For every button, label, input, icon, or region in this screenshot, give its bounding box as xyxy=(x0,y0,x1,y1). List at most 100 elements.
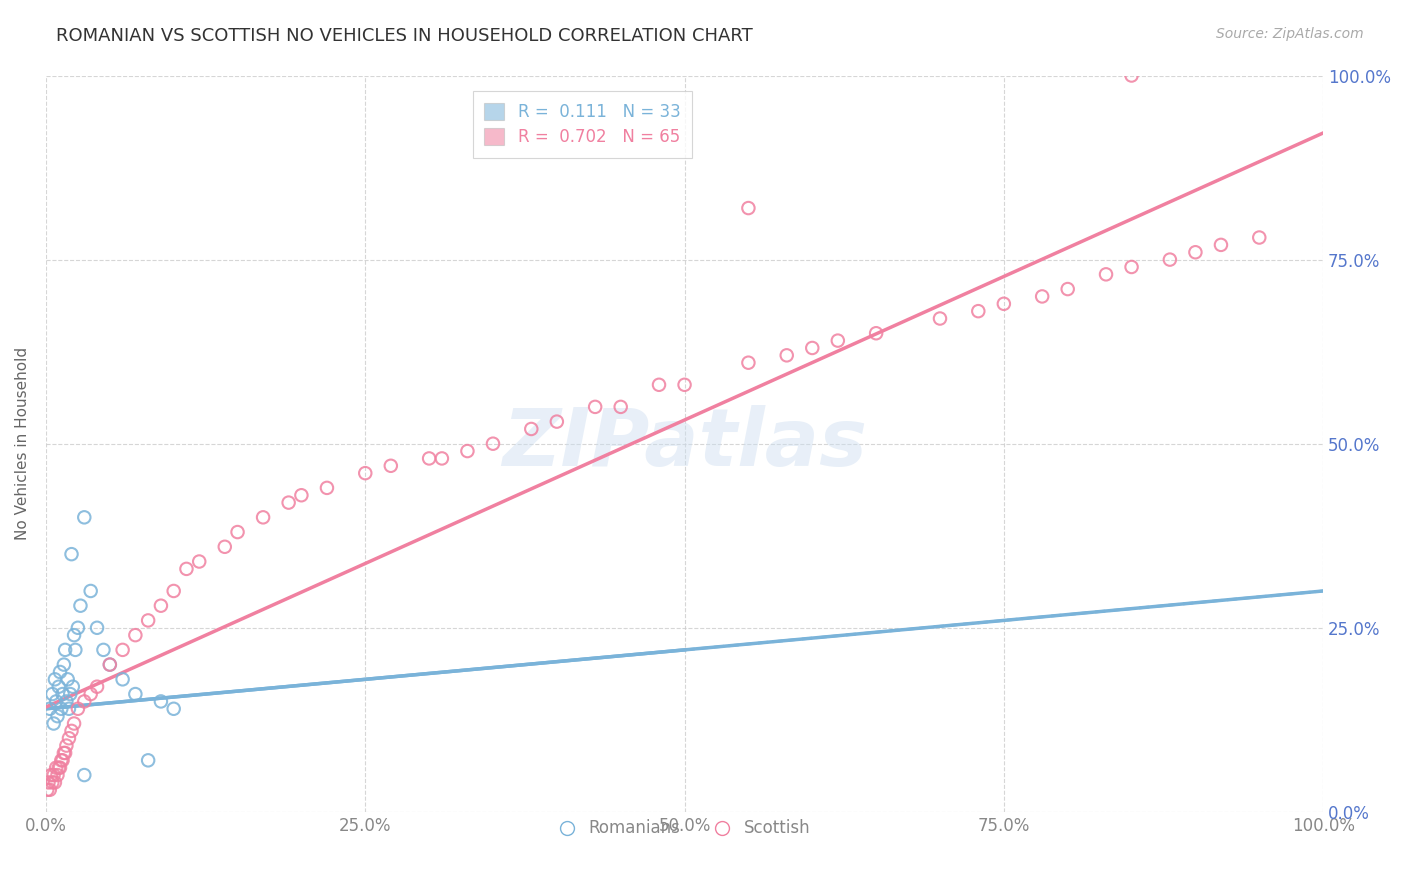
Point xyxy=(52,753,75,767)
Point xyxy=(60,547,83,561)
Text: ZIPatlas: ZIPatlas xyxy=(502,405,868,483)
Point xyxy=(967,304,990,318)
Point xyxy=(48,761,70,775)
Point xyxy=(41,775,63,789)
Point xyxy=(149,694,172,708)
Point xyxy=(865,326,887,341)
Point xyxy=(111,673,134,687)
Point xyxy=(316,481,339,495)
Point xyxy=(648,377,671,392)
Point xyxy=(45,694,67,708)
Point xyxy=(176,562,198,576)
Point xyxy=(48,680,70,694)
Point xyxy=(66,702,89,716)
Point xyxy=(98,657,121,672)
Point xyxy=(66,621,89,635)
Point xyxy=(252,510,274,524)
Point xyxy=(56,673,79,687)
Point xyxy=(163,584,186,599)
Point xyxy=(79,584,101,599)
Point xyxy=(136,614,159,628)
Point xyxy=(55,739,77,753)
Legend: Romanians, Scottish: Romanians, Scottish xyxy=(553,813,817,844)
Point xyxy=(46,709,69,723)
Point xyxy=(45,761,67,775)
Point xyxy=(39,768,62,782)
Y-axis label: No Vehicles in Household: No Vehicles in Household xyxy=(15,347,30,541)
Point xyxy=(124,628,146,642)
Point xyxy=(38,702,60,716)
Point xyxy=(79,687,101,701)
Point xyxy=(737,201,759,215)
Point xyxy=(52,657,75,672)
Point xyxy=(51,702,73,716)
Point xyxy=(737,356,759,370)
Point xyxy=(354,466,377,480)
Point xyxy=(583,400,606,414)
Point xyxy=(86,621,108,635)
Point xyxy=(188,555,211,569)
Point xyxy=(49,761,72,775)
Point xyxy=(53,643,76,657)
Point xyxy=(41,687,63,701)
Point xyxy=(46,768,69,782)
Point xyxy=(380,458,402,473)
Point xyxy=(1056,282,1078,296)
Point xyxy=(124,687,146,701)
Point xyxy=(58,731,80,746)
Point xyxy=(546,415,568,429)
Point xyxy=(609,400,631,414)
Point xyxy=(827,334,849,348)
Point xyxy=(163,702,186,716)
Point xyxy=(52,687,75,701)
Point xyxy=(37,782,59,797)
Point xyxy=(1095,268,1118,282)
Point xyxy=(929,311,952,326)
Point xyxy=(59,687,82,701)
Point xyxy=(226,524,249,539)
Point xyxy=(418,451,440,466)
Point xyxy=(776,348,799,362)
Point xyxy=(73,510,96,524)
Point xyxy=(51,753,73,767)
Point xyxy=(993,297,1015,311)
Point xyxy=(38,775,60,789)
Point xyxy=(136,753,159,767)
Point xyxy=(73,694,96,708)
Point xyxy=(69,599,91,613)
Point xyxy=(149,599,172,613)
Point xyxy=(44,673,66,687)
Point xyxy=(42,768,65,782)
Point xyxy=(63,716,86,731)
Point xyxy=(801,341,824,355)
Point xyxy=(58,702,80,716)
Point xyxy=(1159,252,1181,267)
Point xyxy=(73,768,96,782)
Point xyxy=(277,495,299,509)
Point xyxy=(1121,260,1143,274)
Point xyxy=(111,643,134,657)
Point xyxy=(1121,69,1143,83)
Point xyxy=(62,680,84,694)
Point xyxy=(60,723,83,738)
Point xyxy=(1209,238,1232,252)
Point xyxy=(65,643,87,657)
Point xyxy=(98,657,121,672)
Point xyxy=(55,694,77,708)
Point xyxy=(673,377,696,392)
Point xyxy=(1184,245,1206,260)
Point xyxy=(63,628,86,642)
Point xyxy=(52,746,75,760)
Point xyxy=(290,488,312,502)
Text: ROMANIAN VS SCOTTISH NO VEHICLES IN HOUSEHOLD CORRELATION CHART: ROMANIAN VS SCOTTISH NO VEHICLES IN HOUS… xyxy=(56,27,754,45)
Point xyxy=(1249,230,1271,244)
Point xyxy=(93,643,115,657)
Point xyxy=(49,665,72,679)
Point xyxy=(44,775,66,789)
Point xyxy=(430,451,453,466)
Point xyxy=(42,716,65,731)
Point xyxy=(1031,289,1053,303)
Point xyxy=(86,680,108,694)
Point xyxy=(456,444,478,458)
Point xyxy=(214,540,236,554)
